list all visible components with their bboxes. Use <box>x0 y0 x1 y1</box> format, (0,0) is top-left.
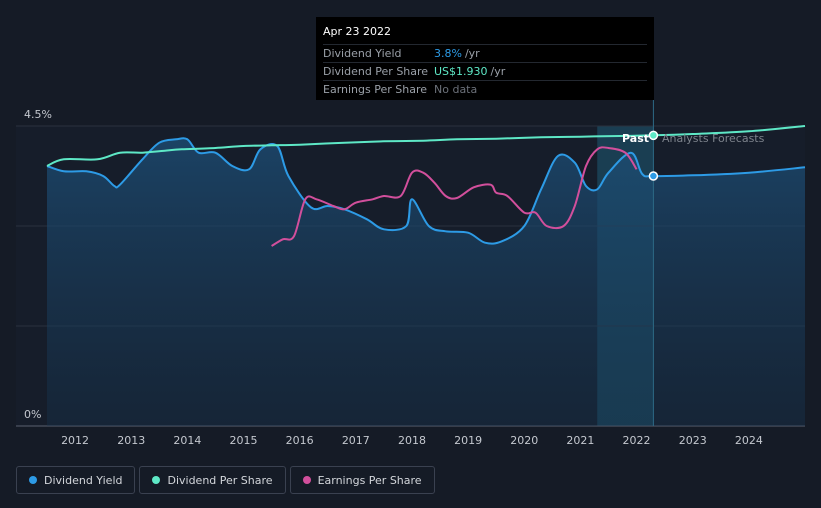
x-tick-label: 2013 <box>117 434 145 447</box>
dividend-yield-line <box>46 137 806 245</box>
legend: Dividend Yield Dividend Per Share Earnin… <box>16 466 435 494</box>
past-label: Past <box>622 132 649 145</box>
tooltip-date: Apr 23 2022 <box>323 25 392 38</box>
x-tick-label: 2014 <box>173 434 201 447</box>
tooltip-label: Dividend Yield <box>323 47 402 60</box>
tooltip-value: No data <box>434 83 478 96</box>
x-axis-labels: 2012 2013 2014 2015 2016 2017 2018 2019 2020 2021… <box>61 434 763 447</box>
x-tick-label: 2021 <box>566 434 594 447</box>
dividend-per-share-line <box>46 125 806 167</box>
x-tick-label: 2020 <box>510 434 538 447</box>
y-tick-label: 0% <box>24 408 41 421</box>
tooltip-value: US$1.930 <box>434 65 488 78</box>
legend-dot-icon <box>302 476 311 484</box>
series-lines <box>46 125 806 247</box>
legend-dot-icon <box>152 476 161 484</box>
x-tick-label: 2018 <box>398 434 426 447</box>
legend-item-dividend-per-share[interactable]: Dividend Per Share <box>139 466 286 494</box>
legend-dot-icon <box>29 476 37 484</box>
tooltip-value: 3.8% <box>434 47 462 60</box>
tooltip-label: Dividend Per Share <box>323 65 429 78</box>
tooltip-unit: /yr <box>490 65 506 78</box>
legend-label: Earnings Per Share <box>317 473 422 487</box>
tooltip-row-yield: Dividend Yield 3.8%/yr <box>323 44 647 62</box>
hover-tooltip: Apr 23 2022 Dividend Yield 3.8%/yr Divid… <box>316 17 654 100</box>
x-tick-label: 2022 <box>623 434 651 447</box>
x-tick-label: 2015 <box>230 434 258 447</box>
x-tick-label: 2023 <box>679 434 707 447</box>
x-tick-label: 2017 <box>342 434 370 447</box>
earnings-per-share-line <box>271 146 638 247</box>
x-tick-label: 2012 <box>61 434 89 447</box>
tooltip-unit: /yr <box>464 47 480 60</box>
legend-item-dividend-yield[interactable]: Dividend Yield <box>16 466 136 494</box>
x-tick-label: 2016 <box>286 434 314 447</box>
legend-label: Dividend Per Share <box>167 473 273 487</box>
forecast-label: Analysts Forecasts <box>662 132 765 145</box>
y-axis-labels: 4.5% 0% <box>24 108 52 421</box>
current-markers <box>648 130 659 181</box>
dividend-yield-marker <box>648 171 659 181</box>
x-tick-label: 2024 <box>735 434 763 447</box>
dividend-yield-area <box>47 138 805 426</box>
tooltip-row-dps: Dividend Per Share US$1.930/yr <box>323 62 647 80</box>
dividend-per-share-marker <box>648 130 659 141</box>
y-tick-label: 4.5% <box>24 108 52 121</box>
legend-item-earnings-per-share[interactable]: Earnings Per Share <box>289 466 435 494</box>
legend-label: Dividend Yield <box>44 473 123 487</box>
tooltip-label: Earnings Per Share <box>323 83 428 96</box>
x-tick-label: 2019 <box>454 434 482 447</box>
tooltip-row-eps: Earnings Per Share No data <box>323 80 647 98</box>
